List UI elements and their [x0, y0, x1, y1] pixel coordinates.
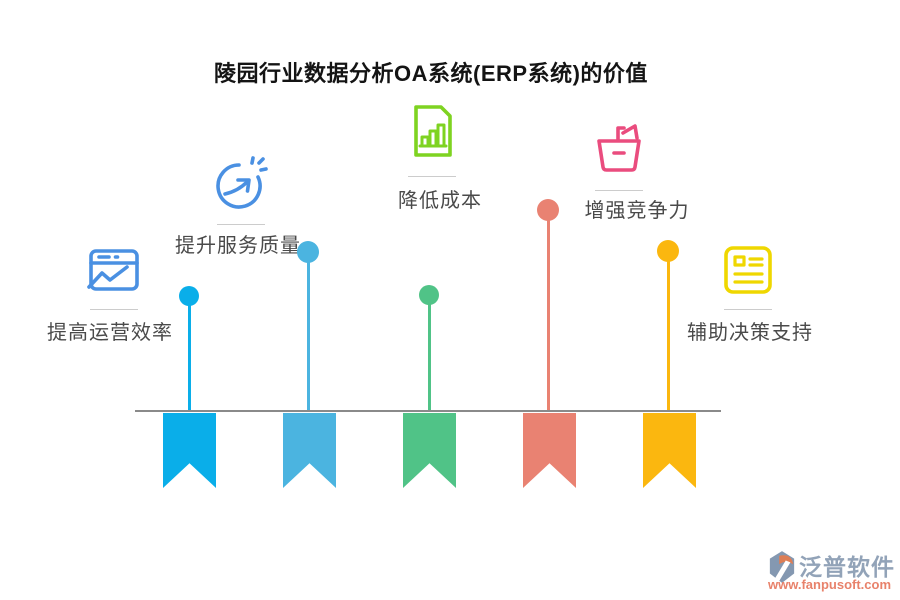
- timeline-flag: [283, 413, 336, 488]
- timeline-flag: [403, 413, 456, 488]
- brand-watermark: 泛普软件 www.fanpusoft.com: [768, 548, 895, 594]
- page-title: 陵园行业数据分析OA系统(ERP系统)的价值: [214, 61, 648, 86]
- timeline-stem: [307, 252, 310, 411]
- chart-card-icon: [86, 242, 142, 298]
- brand-name: 泛普软件: [799, 554, 895, 580]
- value-item-label: 提升服务质量: [175, 235, 301, 257]
- timeline-flag: [643, 413, 696, 488]
- timeline-stem: [667, 251, 670, 411]
- timeline-stem: [188, 296, 191, 411]
- brand-url[interactable]: www.fanpusoft.com: [768, 577, 892, 592]
- value-item-label: 降低成本: [398, 190, 482, 212]
- report-list-icon: [719, 241, 777, 299]
- timeline-stem: [547, 210, 550, 411]
- timeline-stem: [428, 295, 431, 411]
- timeline-flag: [163, 413, 216, 488]
- label-divider: [90, 309, 138, 310]
- fanpu-logo-icon: [768, 550, 796, 589]
- label-divider: [595, 190, 643, 191]
- value-item-label: 提高运营效率: [47, 322, 173, 344]
- document-chart-icon: [403, 102, 461, 160]
- timeline-baseline: [135, 410, 721, 412]
- label-divider: [217, 224, 265, 225]
- value-item-label: 辅助决策支持: [687, 322, 813, 344]
- shopping-basket-icon: [590, 120, 648, 178]
- timeline-flag: [523, 413, 576, 488]
- value-item-label: 增强竞争力: [584, 200, 690, 222]
- label-divider: [724, 309, 772, 310]
- efficiency-arrow-icon: [212, 155, 270, 213]
- label-divider: [408, 176, 456, 177]
